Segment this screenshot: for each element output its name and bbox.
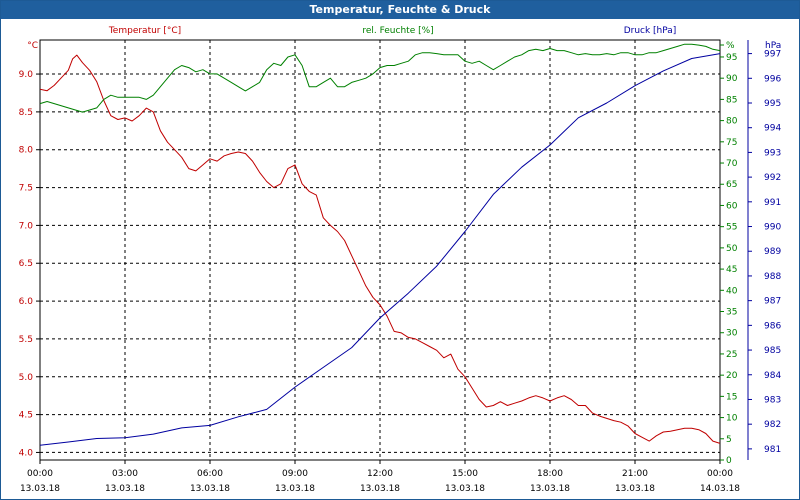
pressure-tick-label: 985 bbox=[764, 346, 781, 356]
x-tick-time: 12:00 bbox=[367, 469, 393, 479]
x-tick-time: 06:00 bbox=[197, 469, 223, 479]
pressure-tick-label: 989 bbox=[764, 247, 781, 257]
temperature-series-line bbox=[39, 54, 721, 444]
pressure-tick-label: 986 bbox=[764, 321, 781, 331]
humidity-tick-label: 35 bbox=[726, 308, 737, 318]
grid bbox=[40, 40, 720, 460]
temperature-tick-label: 6.5 bbox=[19, 259, 33, 269]
pressure-tick-label: 996 bbox=[764, 74, 781, 84]
humidity-tick-label: 75 bbox=[726, 138, 737, 148]
pressure-tick-label: 988 bbox=[764, 272, 781, 282]
humidity-tick-label: 20 bbox=[726, 371, 738, 381]
x-tick-date: 13.03.18 bbox=[190, 484, 230, 494]
pressure-unit-label: hPa bbox=[765, 41, 781, 51]
humidity-tick-label: 60 bbox=[726, 201, 738, 211]
humidity-tick-label: 30 bbox=[726, 329, 738, 339]
pressure-tick-label: 993 bbox=[764, 148, 781, 158]
x-tick-time: 03:00 bbox=[112, 469, 138, 479]
humidity-tick-label: 40 bbox=[726, 286, 738, 296]
humidity-tick-label: 25 bbox=[726, 350, 737, 360]
series-layer bbox=[39, 43, 721, 446]
x-tick-time: 09:00 bbox=[282, 469, 308, 479]
x-tick-date: 13.03.18 bbox=[105, 484, 145, 494]
humidity-series-line bbox=[39, 43, 721, 113]
pressure-tick-label: 997 bbox=[764, 50, 781, 60]
x-tick-date: 13.03.18 bbox=[445, 484, 485, 494]
pressure-tick-label: 983 bbox=[764, 395, 781, 405]
pressure-tick-label: 992 bbox=[764, 173, 781, 183]
humidity-axis-label: rel. Feuchte [%] bbox=[362, 26, 433, 36]
temperature-tick-label: 7.0 bbox=[19, 221, 34, 231]
x-tick-time: 00:00 bbox=[27, 469, 53, 479]
x-tick-date: 13.03.18 bbox=[360, 484, 400, 494]
temperature-axis-label: Temperatur [°C] bbox=[108, 26, 181, 36]
x-tick-time: 21:00 bbox=[622, 469, 648, 479]
pressure-tick-label: 981 bbox=[764, 445, 781, 455]
humidity-tick-label: 95 bbox=[726, 53, 737, 63]
humidity-tick-label: 15 bbox=[726, 392, 737, 402]
x-tick-date: 14.03.18 bbox=[700, 484, 740, 494]
humidity-tick-label: 70 bbox=[726, 159, 738, 169]
pressure-axis-label: Druck [hPa] bbox=[624, 26, 677, 36]
pressure-tick-label: 982 bbox=[764, 420, 781, 430]
humidity-tick-label: 85 bbox=[726, 95, 737, 105]
temperature-tick-label: 4.0 bbox=[19, 448, 34, 458]
x-tick-time: 18:00 bbox=[537, 469, 563, 479]
humidity-tick-label: 90 bbox=[726, 74, 738, 84]
pressure-series-line bbox=[39, 53, 721, 446]
x-tick-date: 13.03.18 bbox=[20, 484, 60, 494]
temperature-tick-label: 4.5 bbox=[19, 411, 33, 421]
humidity-tick-label: % bbox=[726, 41, 735, 51]
temperature-tick-label: 6.0 bbox=[19, 297, 34, 307]
temperature-tick-label: 8.0 bbox=[19, 146, 34, 156]
humidity-tick-label: 55 bbox=[726, 223, 737, 233]
pressure-tick-label: 995 bbox=[764, 99, 781, 109]
humidity-tick-label: 65 bbox=[726, 180, 737, 190]
tick-labels: 00:00 13.03.18 03:00 13.03.18 06:00 13.03.18 0… bbox=[19, 40, 781, 494]
x-tick-time: 00:00 bbox=[707, 469, 733, 479]
pressure-tick-label: 991 bbox=[764, 198, 781, 208]
temperature-tick-label: 5.5 bbox=[19, 335, 33, 345]
pressure-tick-label: 990 bbox=[764, 223, 781, 233]
humidity-tick-label: 0 bbox=[726, 456, 732, 466]
humidity-tick-label: 10 bbox=[726, 414, 738, 424]
humidity-tick-label: 80 bbox=[726, 117, 738, 127]
x-tick-date: 13.03.18 bbox=[615, 484, 655, 494]
x-tick-date: 13.03.18 bbox=[275, 484, 315, 494]
temperature-tick-label: 5.0 bbox=[19, 373, 34, 383]
pressure-tick-label: 987 bbox=[764, 297, 781, 307]
humidity-tick-label: 5 bbox=[726, 435, 732, 445]
humidity-tick-label: 50 bbox=[726, 244, 738, 254]
pressure-tick-label: 984 bbox=[764, 371, 781, 381]
pressure-tick-label: 994 bbox=[764, 124, 781, 134]
x-tick-date: 13.03.18 bbox=[530, 484, 570, 494]
temperature-tick-label: 7.5 bbox=[19, 184, 33, 194]
x-tick-time: 15:00 bbox=[452, 469, 478, 479]
window-title: Temperatur, Feuchte & Druck bbox=[1, 1, 799, 19]
humidity-tick-label: 45 bbox=[726, 265, 737, 275]
temperature-tick-label: 9.0 bbox=[19, 70, 34, 80]
temperature-tick-label: 8.5 bbox=[19, 108, 33, 118]
temperature-unit-label: °C bbox=[27, 41, 38, 51]
